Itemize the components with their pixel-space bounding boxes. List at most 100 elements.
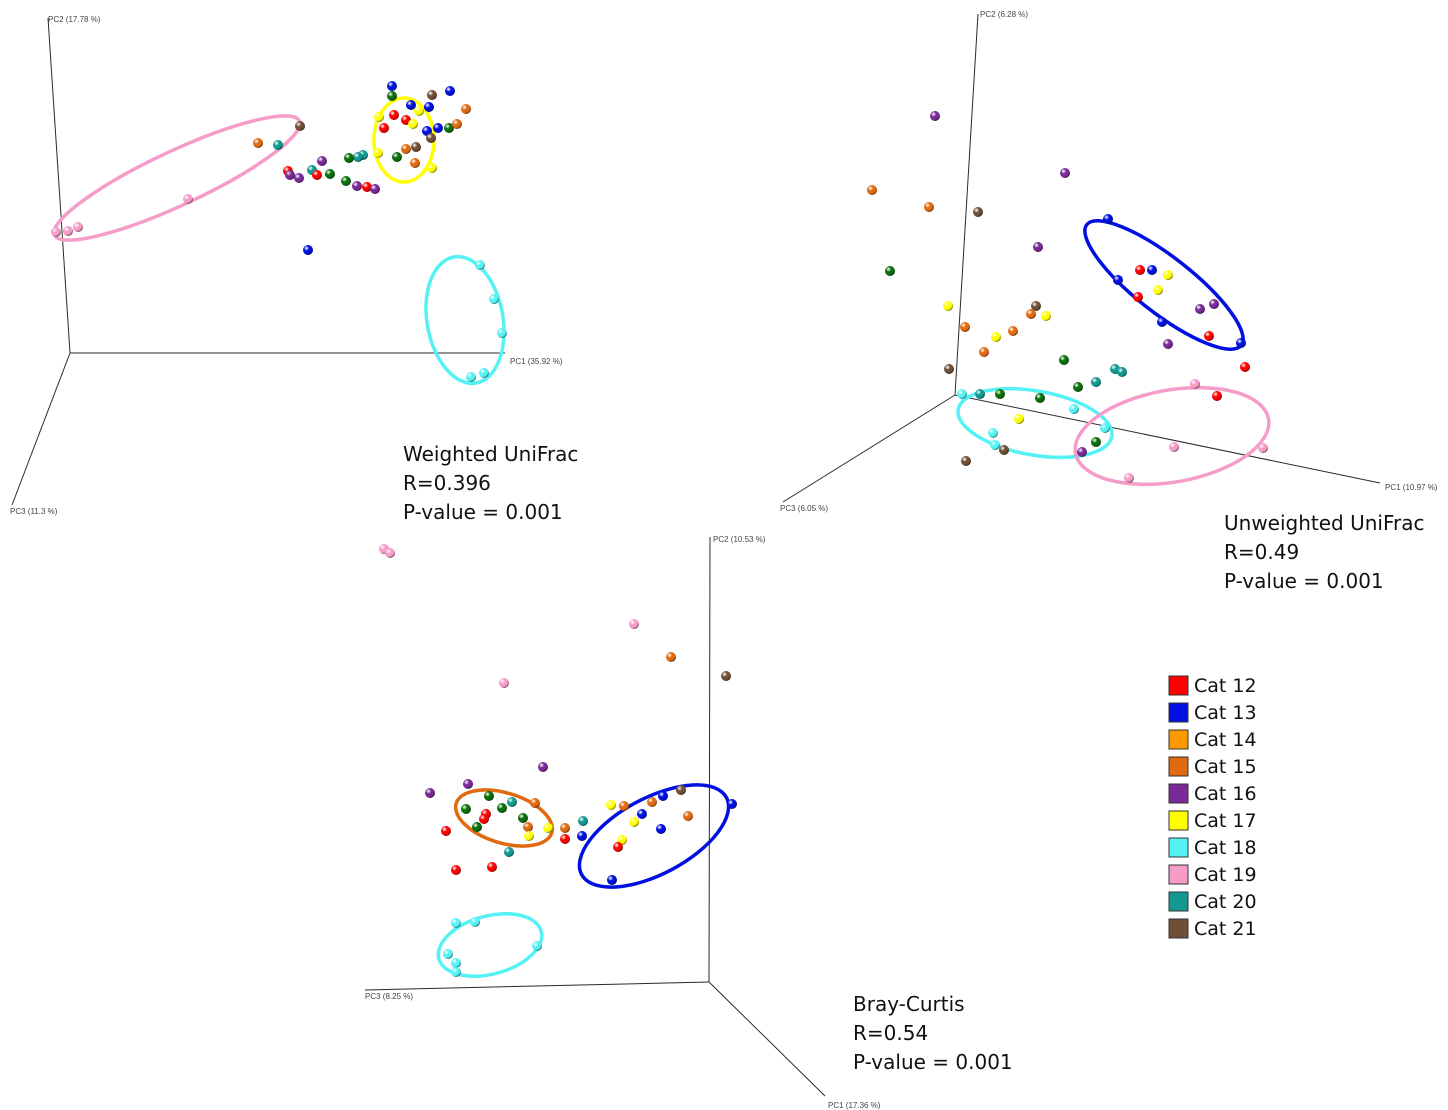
sample-point [1124,473,1134,483]
sample-point [957,389,967,399]
unweighted-pc1-axis [954,394,1381,484]
legend-swatch-cat-17 [1168,810,1189,831]
sample-point [1059,355,1069,365]
sample-point [389,110,399,120]
legend-swatch-cat-14 [1168,729,1189,750]
sample-point [401,144,411,154]
sample-point [1008,326,1018,336]
sample-point [656,824,666,834]
sample-point [973,207,983,217]
sample-point [497,803,507,813]
sample-point [461,804,471,814]
sample-point [451,865,461,875]
sample-point [578,816,588,826]
sample-point [285,170,295,180]
cluster-ellipse-cat-17 [372,96,436,184]
sample-point [727,799,737,809]
sample-point [479,368,489,378]
unweighted-title: Unweighted UniFrac [1224,511,1425,535]
sample-point [424,102,434,112]
weighted-pc3-axis [11,352,71,506]
sample-point [344,153,354,163]
sample-point [1060,168,1070,178]
unweighted-p-value: P-value = 0.001 [1224,569,1384,593]
sample-point [487,862,497,872]
bray-pc2-label: PC2 (10.53 %) [713,535,766,544]
sample-point [1069,404,1079,414]
sample-point [1133,292,1143,302]
sample-point [1153,285,1163,295]
sample-point [408,119,418,129]
legend-label-cat-12: Cat 12 [1194,675,1257,697]
bray-r-stat: R=0.54 [853,1021,928,1045]
sample-point [658,791,668,801]
sample-point [341,176,351,186]
bray-pc2-axis [708,536,711,983]
sample-point [352,181,362,191]
unweighted-pc3-axis [782,394,956,503]
sample-point [666,652,676,662]
sample-point [497,328,507,338]
weighted-r-stat: R=0.396 [403,471,491,495]
bray-pc1-label: PC1 (17.36 %) [828,1101,881,1110]
weighted-pc2-axis [47,17,71,354]
weighted-pc1-label: PC1 (35.92 %) [510,357,563,366]
weighted-title: Weighted UniFrac [403,442,578,466]
legend-swatch-cat-18 [1168,837,1189,858]
sample-point [637,809,647,819]
sample-point [425,788,435,798]
sample-point [379,123,389,133]
sample-point [392,152,402,162]
sample-point [410,158,420,168]
sample-point [1091,377,1101,387]
sample-point [995,389,1005,399]
sample-point [924,202,934,212]
sample-point [427,90,437,100]
sample-point [1091,437,1101,447]
sample-point [385,548,395,558]
sample-point [73,222,83,232]
sample-point [885,266,895,276]
cluster-ellipse-cat-18 [424,254,506,386]
sample-point [683,811,693,821]
sample-point [1113,275,1123,285]
sample-point [960,322,970,332]
bray-p-value: P-value = 0.001 [853,1050,1013,1074]
sample-point [991,332,1001,342]
sample-point [504,847,514,857]
sample-point [629,619,639,629]
sample-point [370,184,380,194]
unweighted-pc2-label: PC2 (6.28 %) [980,10,1028,19]
cluster-ellipse-cat-18 [956,386,1114,460]
weighted-pc2-label: PC2 (17.78 %) [48,15,101,24]
sample-point [472,822,482,832]
sample-point [1077,447,1087,457]
sample-point [374,112,384,122]
sample-point [532,941,542,951]
sample-point [1195,304,1205,314]
sample-point [1157,317,1167,327]
sample-point [470,917,480,927]
sample-point [451,918,461,928]
sample-point [1169,442,1179,452]
legend-label-cat-14: Cat 14 [1194,729,1257,751]
sample-point [414,106,424,116]
sample-point [444,123,454,133]
sample-point [1031,301,1041,311]
legend: Cat 12 Cat 13 Cat 14 Cat 15 Cat 16 Cat 17 Cat … [1168,675,1257,940]
sample-point [1209,299,1219,309]
sample-point [433,123,443,133]
unweighted-unifrac-panel: PC1 (10.97 %) PC2 (6.28 %) PC3 (6.05 %) … [780,10,1438,593]
sample-point [988,428,998,438]
sample-point [999,445,1009,455]
legend-swatch-cat-13 [1168,702,1189,723]
sample-point [538,762,548,772]
sample-point [1041,311,1051,321]
sample-point [273,140,283,150]
sample-point [1117,367,1127,377]
bray-pc3-label: PC3 (8.25 %) [365,992,413,1001]
legend-swatch-cat-15 [1168,756,1189,777]
cluster-ellipse-cat-15 [453,788,555,848]
sample-point [303,245,313,255]
sample-point [1190,379,1200,389]
